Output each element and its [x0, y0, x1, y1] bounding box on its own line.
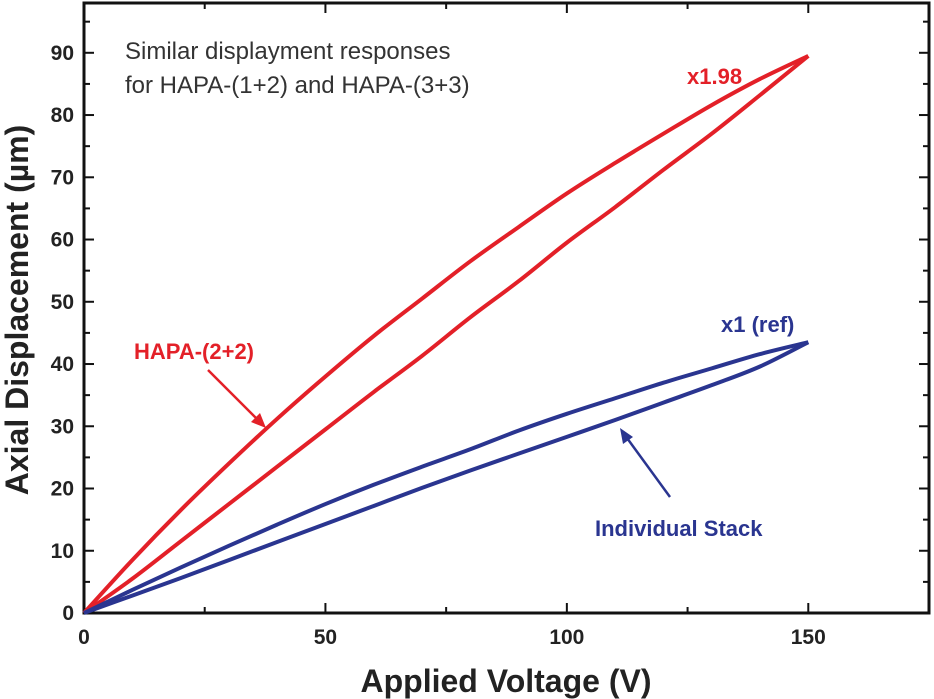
data-curves — [82, 54, 810, 615]
blue-series-label: Individual Stack — [595, 516, 763, 541]
blue-arrow — [620, 428, 672, 498]
x-tick-label: 50 — [314, 626, 337, 649]
hapa-2-2-ascending-curve — [82, 54, 810, 615]
x-tick-label: 100 — [549, 626, 584, 649]
individual-stack-ascending-curve — [83, 340, 810, 615]
y-axis-title: Axial Displacement (µm) — [0, 125, 35, 496]
individual-stack-descending-curve — [83, 340, 809, 615]
red-ratio-label: x1.98 — [687, 64, 742, 89]
red-arrow — [207, 369, 266, 428]
y-tick-label: 50 — [51, 291, 74, 314]
y-tick-label: 90 — [51, 42, 74, 65]
red-series-label: HAPA-(2+2) — [134, 339, 254, 364]
y-tick-label: 80 — [51, 104, 74, 127]
axis-ticks: 0 50 100 150 0 10 20 30 40 50 60 70 80 90 — [51, 3, 929, 649]
hapa-2-2-descending-curve — [82, 54, 810, 615]
x-tick-label: 150 — [791, 626, 826, 649]
y-tick-label: 0 — [62, 602, 74, 625]
x-axis-title: Applied Voltage (V) — [361, 663, 652, 699]
y-tick-label: 60 — [51, 229, 74, 252]
blue-ratio-label: x1 (ref) — [721, 312, 794, 337]
plot-frame — [82, 1, 931, 615]
x-tick-label: 0 — [78, 626, 90, 649]
y-tick-label: 70 — [51, 166, 74, 189]
y-tick-label: 10 — [51, 540, 74, 563]
y-tick-label: 30 — [51, 415, 74, 438]
note-line-1: Similar displayment responses — [125, 38, 450, 65]
note-line-2: for HAPA-(1+2) and HAPA-(3+3) — [125, 72, 470, 99]
y-tick-label: 40 — [51, 353, 74, 376]
y-tick-label: 20 — [51, 478, 74, 501]
